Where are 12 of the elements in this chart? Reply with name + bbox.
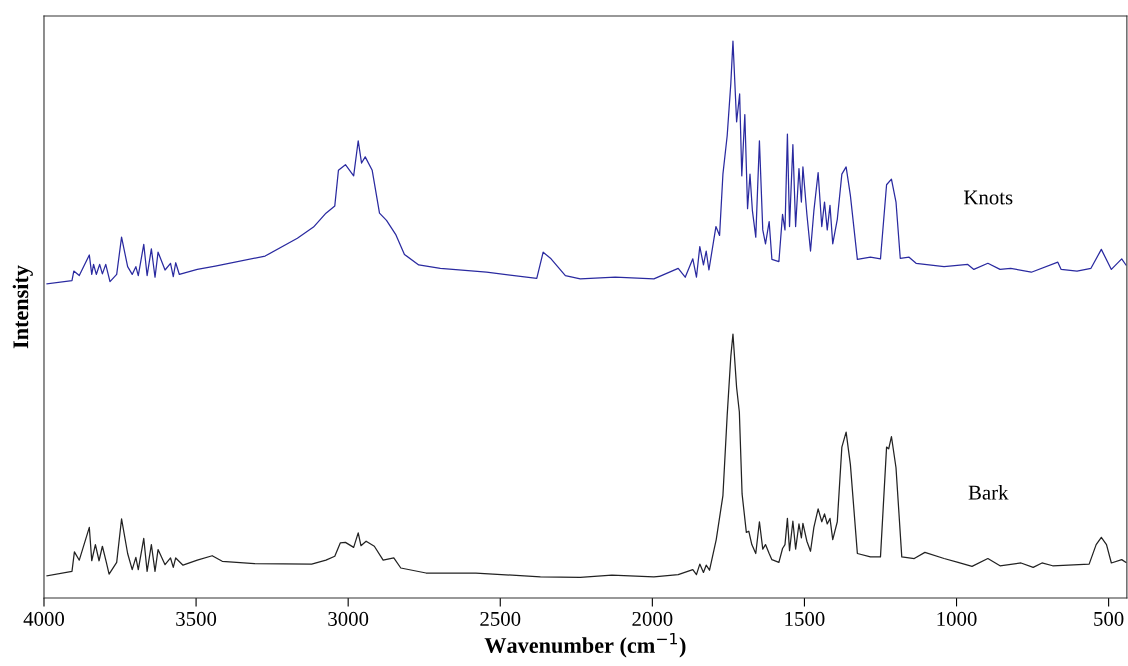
text: Bark	[968, 485, 1009, 500]
x-tick-label: 4000	[23, 611, 65, 626]
y-axis-title: Intensity	[12, 265, 33, 349]
text: Knots	[963, 190, 1013, 205]
x-tick-label: 3500	[176, 611, 217, 626]
x-tick-label: 1000	[937, 611, 977, 626]
x-tick-label: 1500	[785, 611, 825, 626]
x-tick-label: 500	[1094, 611, 1124, 626]
x-tick-label: 2000	[632, 611, 673, 626]
x-tick-label: 3000	[328, 611, 369, 626]
x-tick-label: 2500	[480, 611, 521, 626]
x-axis-title: Wavenumber (cm$^{−1}$)	[484, 632, 686, 658]
